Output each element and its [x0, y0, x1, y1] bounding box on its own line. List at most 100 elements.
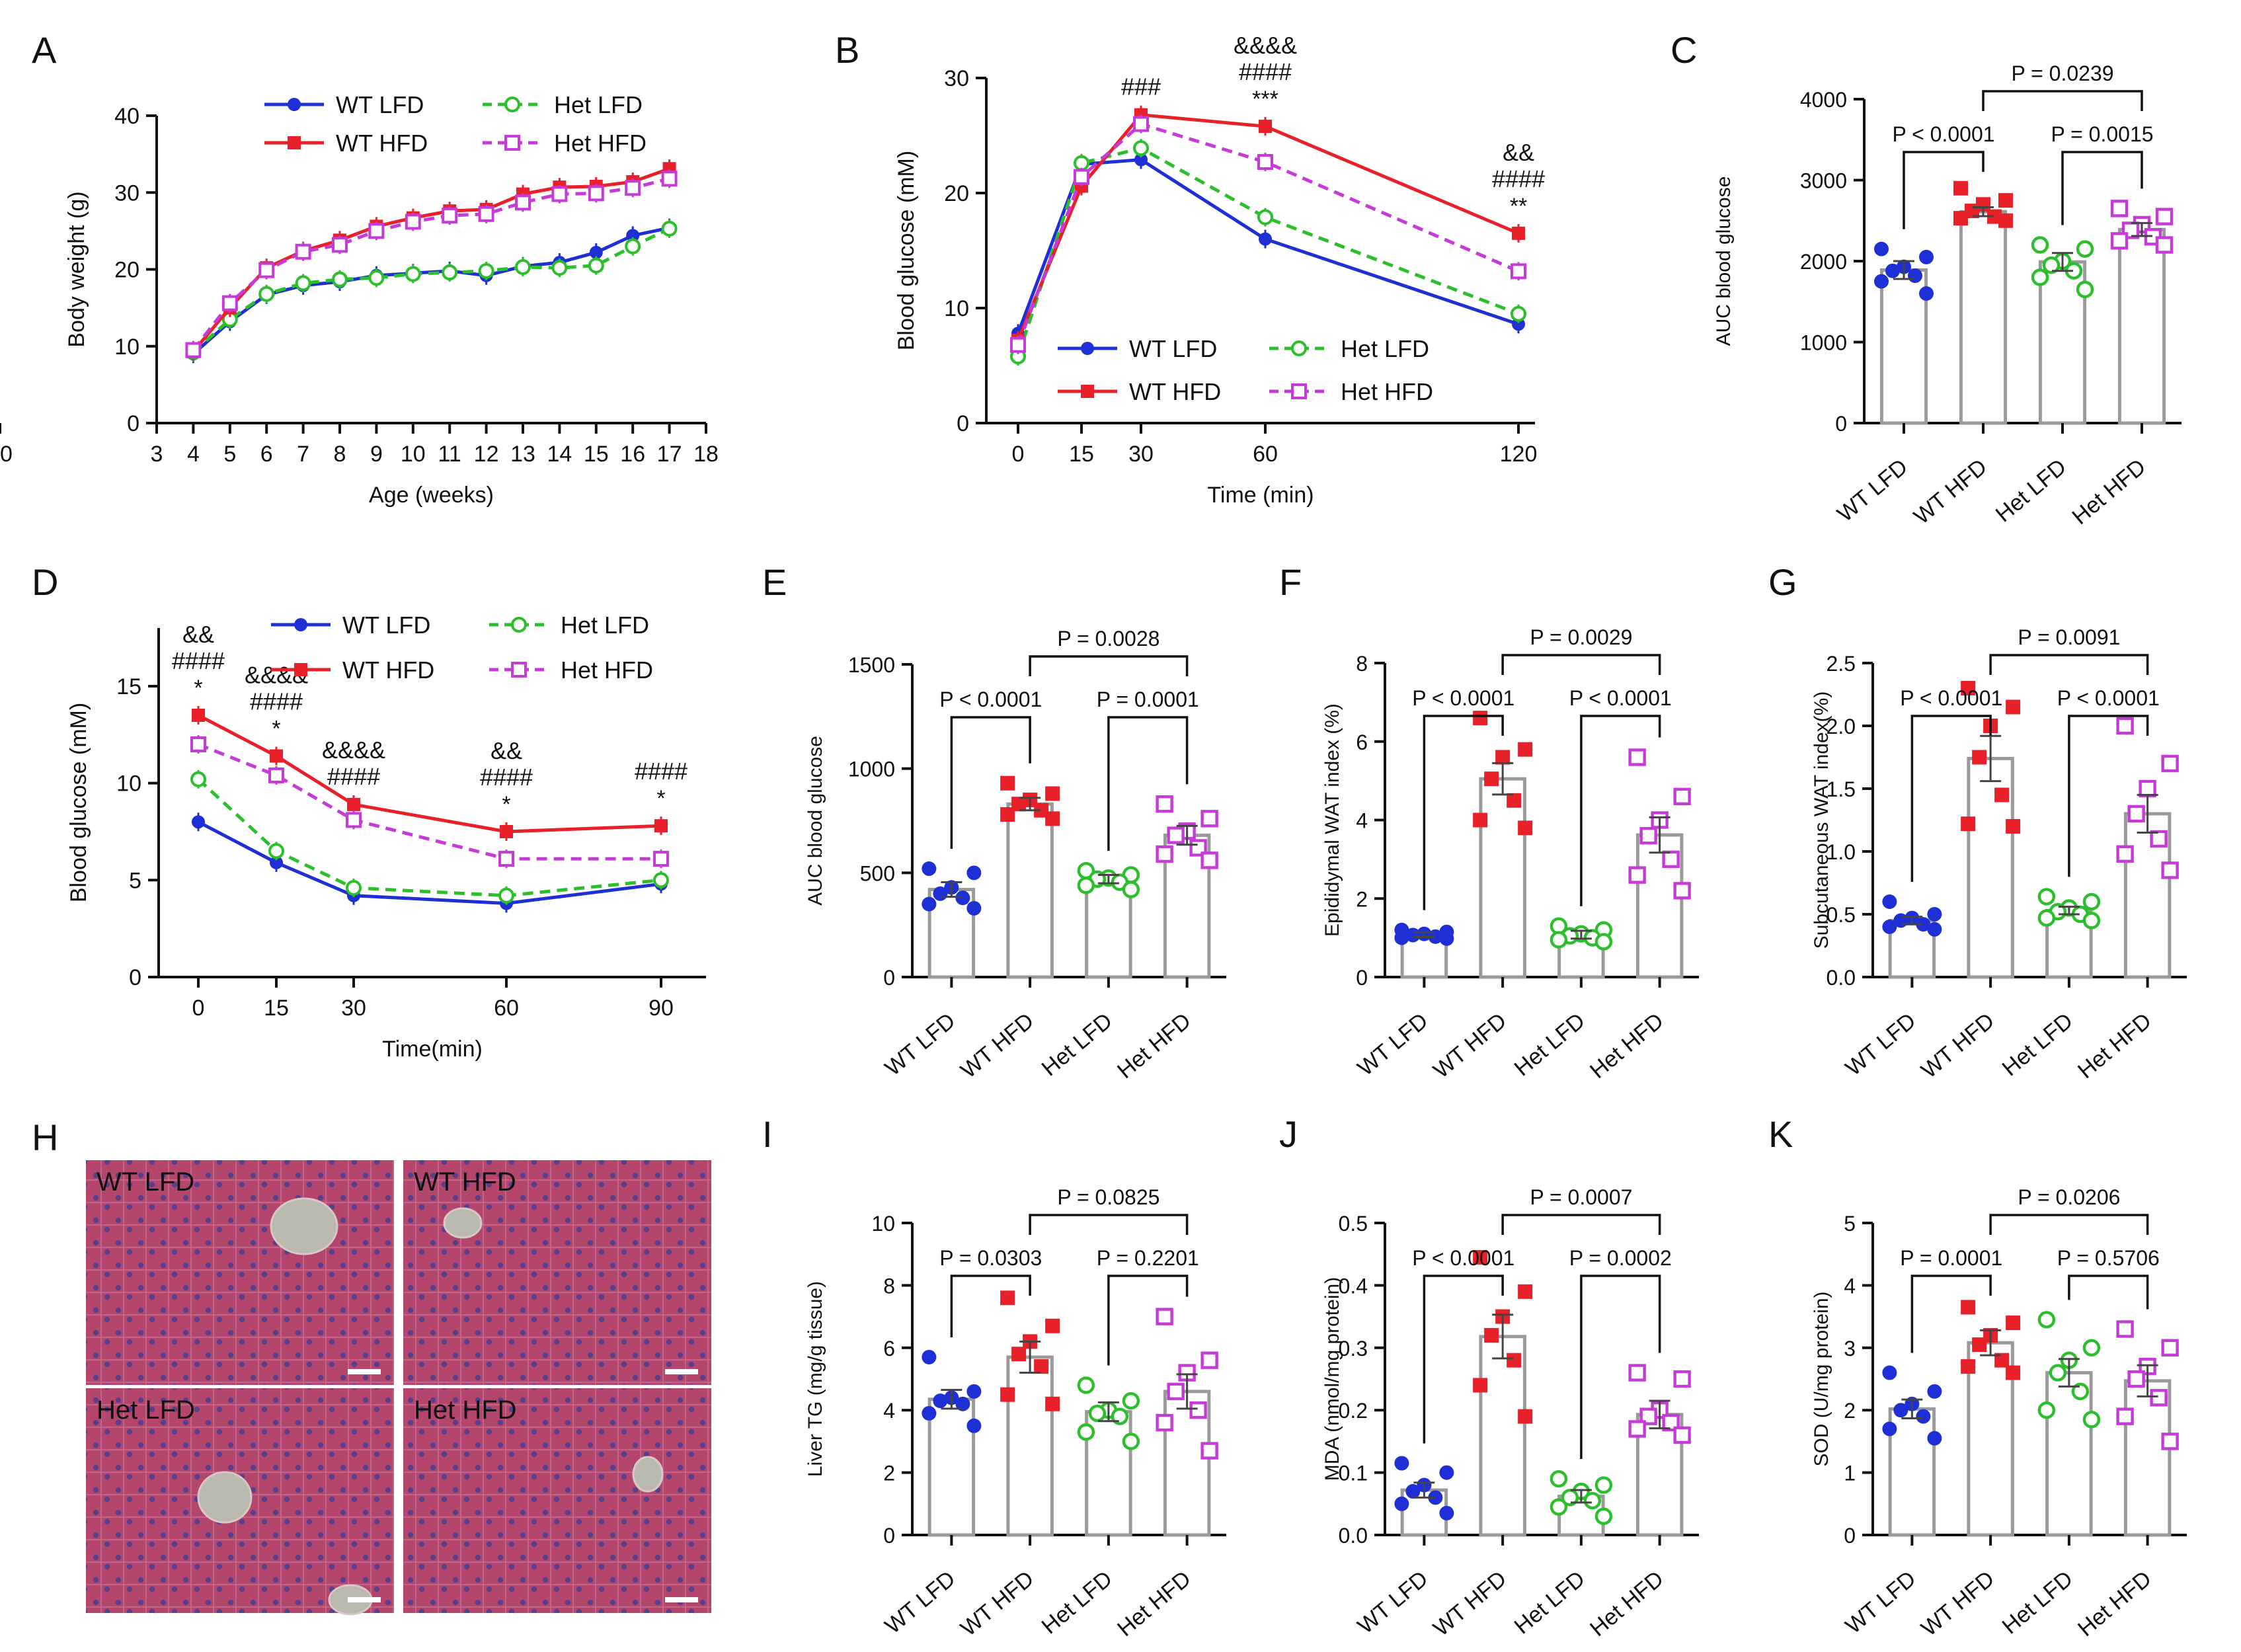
y-tick-label: 2 [1844, 1399, 1856, 1423]
data-point [1122, 881, 1140, 898]
data-point [192, 815, 205, 829]
data-point [1045, 786, 1060, 801]
data-point [1156, 795, 1173, 813]
legend-marker [294, 663, 307, 676]
data-point [1994, 1353, 2010, 1368]
bar [1006, 1355, 1054, 1537]
histology-label: Het HFD [414, 1396, 517, 1425]
data-point [2127, 1370, 2145, 1388]
comparison-bracket [1910, 715, 1992, 882]
data-point [1916, 917, 1931, 932]
data-point [1919, 249, 1934, 264]
significance-mark: #### [250, 688, 303, 715]
y-tick-label: 2 [1356, 887, 1368, 911]
x-tick-label: 12 [474, 442, 499, 467]
data-point [626, 229, 640, 243]
data-point [1045, 1318, 1060, 1333]
p-value-label: P = 0.5706 [2057, 1246, 2160, 1270]
y-tick-label: 1.5 [1827, 777, 1856, 801]
data-point [589, 245, 603, 259]
p-value-label: P = 0.0239 [2011, 61, 2113, 85]
data-point [1439, 1505, 1454, 1520]
significance-mark: #### [1492, 165, 1545, 192]
data-point [1994, 787, 2010, 803]
vessel-lumen [197, 1471, 253, 1524]
y-tick-label: 4 [883, 1399, 895, 1423]
data-point [653, 872, 669, 888]
data-point [1893, 1403, 1908, 1418]
x-tick-label: 0 [192, 996, 205, 1021]
data-point [1961, 816, 1976, 832]
y-tick-label: 0.5 [1827, 903, 1856, 927]
data-point [1045, 1396, 1060, 1411]
legend-label: Het HFD [554, 130, 647, 157]
comparison-bracket [1580, 1275, 1661, 1460]
panel-label: G [1768, 561, 1797, 603]
data-point [922, 1349, 937, 1364]
x-tick-label: 7 [297, 442, 309, 467]
y-tick-label: 0 [957, 411, 969, 436]
x-tick-label: 30 [1128, 442, 1154, 467]
y-axis-title: AUC blood glucose [805, 736, 826, 906]
data-point [922, 896, 937, 912]
data-point [1882, 1421, 1897, 1436]
data-point [1507, 793, 1522, 808]
data-point [2006, 1316, 2021, 1331]
data-point [933, 1394, 948, 1409]
p-value-label: P < 0.0001 [1892, 122, 1994, 146]
panel-label: D [32, 561, 58, 603]
data-point [2161, 861, 2179, 879]
data-point [1998, 213, 2013, 228]
panel-label: I [762, 1113, 773, 1155]
y-tick-label: 0.1 [1339, 1462, 1368, 1485]
panel-label: B [835, 29, 859, 71]
data-point [295, 243, 311, 260]
significance-mark: && [182, 621, 214, 648]
scale-bar [665, 1597, 698, 1602]
y-tick-label: 1.0 [1827, 840, 1856, 864]
data-point [1122, 1392, 1140, 1410]
vessel-lumen [443, 1207, 483, 1239]
y-tick-label: 0.0 [1827, 966, 1856, 990]
comparison-bracket [1989, 654, 2149, 675]
data-point [1927, 1384, 1942, 1399]
p-value-label: P < 0.0001 [939, 688, 1042, 711]
data-point [442, 264, 458, 281]
data-point [1088, 1404, 1107, 1423]
panel-g: G 0.0 0.5 1.0 1.5 2.0 2.5 Subcutaneous WAT inde… [1768, 561, 2187, 1083]
data-point [1000, 1387, 1015, 1402]
histology-image [86, 1160, 394, 1385]
comparison-bracket [2068, 715, 2149, 877]
vessel-lumen [632, 1456, 664, 1493]
data-point [332, 237, 348, 253]
data-point [1628, 748, 1646, 766]
significance-mark: #### [327, 763, 380, 790]
data-point [1034, 1359, 1049, 1374]
data-point [1200, 1442, 1218, 1460]
data-point [295, 275, 311, 292]
data-point [346, 880, 362, 896]
data-point [1916, 1409, 1931, 1424]
p-value-label: P = 0.0028 [1057, 627, 1160, 650]
legend-marker [1081, 385, 1094, 398]
data-point [1200, 1351, 1218, 1369]
data-point [1919, 286, 1934, 301]
data-point [368, 270, 385, 286]
y-tick-label: 2.5 [1827, 652, 1856, 676]
data-point [1077, 877, 1095, 894]
x-tick-label: WT LFD [881, 1566, 961, 1639]
data-point [551, 186, 568, 202]
data-point [2161, 1339, 2179, 1357]
y-tick-label: 0.4 [1339, 1274, 1368, 1298]
data-point [1394, 930, 1409, 945]
legend-marker [1291, 383, 1307, 399]
data-point [1639, 827, 1657, 845]
data-point [654, 819, 668, 833]
comparison-bracket [1029, 1214, 1189, 1235]
data-point [2082, 892, 2101, 911]
data-point [1927, 922, 1942, 937]
data-point [1972, 1337, 1987, 1353]
x-tick-label: Het HFD [2073, 1566, 2156, 1641]
data-point [2076, 240, 2094, 258]
data-point [1561, 1489, 1579, 1507]
